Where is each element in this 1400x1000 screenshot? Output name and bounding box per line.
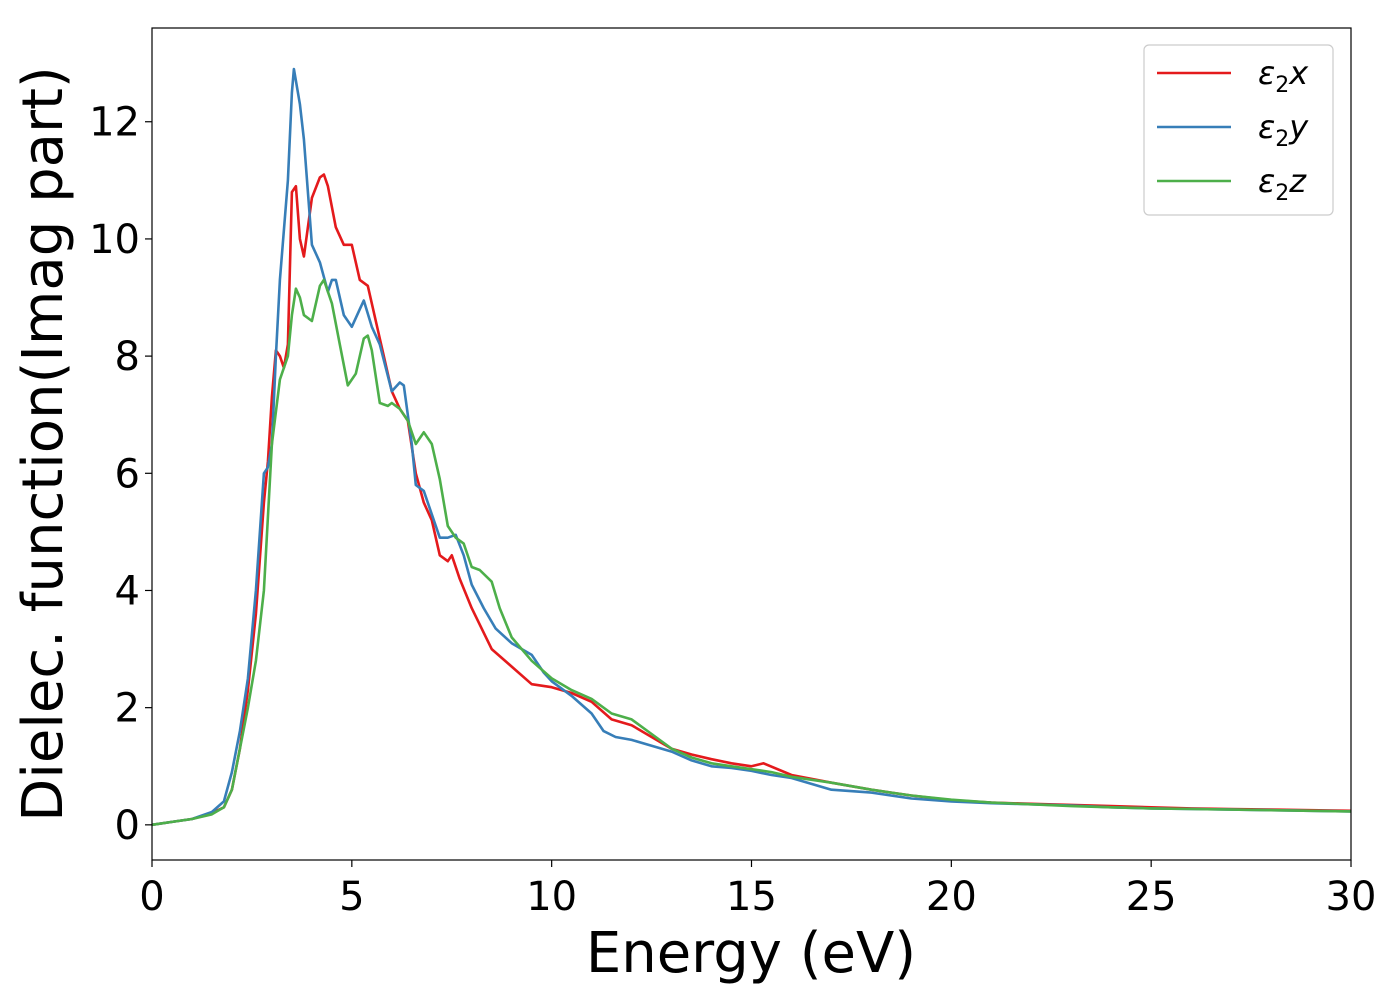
legend-label-x: ε2x <box>1258 54 1309 98</box>
series-line-z <box>151 278 1352 827</box>
x-axis-ticks: 0 5 10 15 20 25 30 <box>139 860 1376 920</box>
y-tick-label: 6 <box>115 451 140 497</box>
legend-label-y: ε2y <box>1258 108 1309 152</box>
legend-label-z: ε2z <box>1258 162 1307 206</box>
x-tick-label: 10 <box>526 874 577 920</box>
legend: ε2x ε2y ε2z <box>1143 44 1334 216</box>
y-tick-label: 0 <box>115 803 140 849</box>
y-tick-label: 10 <box>89 217 140 263</box>
x-tick-label: 5 <box>339 874 364 920</box>
y-tick-label: 4 <box>115 568 140 614</box>
y-tick-label: 2 <box>115 686 140 732</box>
y-tick-label: 12 <box>89 100 140 146</box>
x-tick-label: 30 <box>1326 874 1377 920</box>
x-tick-label: 15 <box>726 874 777 920</box>
y-tick-label: 8 <box>115 334 140 380</box>
y-axis-ticks: 0 2 4 6 8 10 12 <box>89 100 152 849</box>
y-axis-title: Dielec. function(Imag part) <box>11 66 76 822</box>
legend-box <box>1143 44 1334 216</box>
series-line-y <box>151 67 1352 827</box>
x-tick-label: 25 <box>1126 874 1177 920</box>
x-tick-label: 0 <box>139 874 164 920</box>
x-axis-title: Energy (eV) <box>586 921 916 986</box>
plot-area <box>151 67 1352 827</box>
x-tick-label: 20 <box>926 874 977 920</box>
